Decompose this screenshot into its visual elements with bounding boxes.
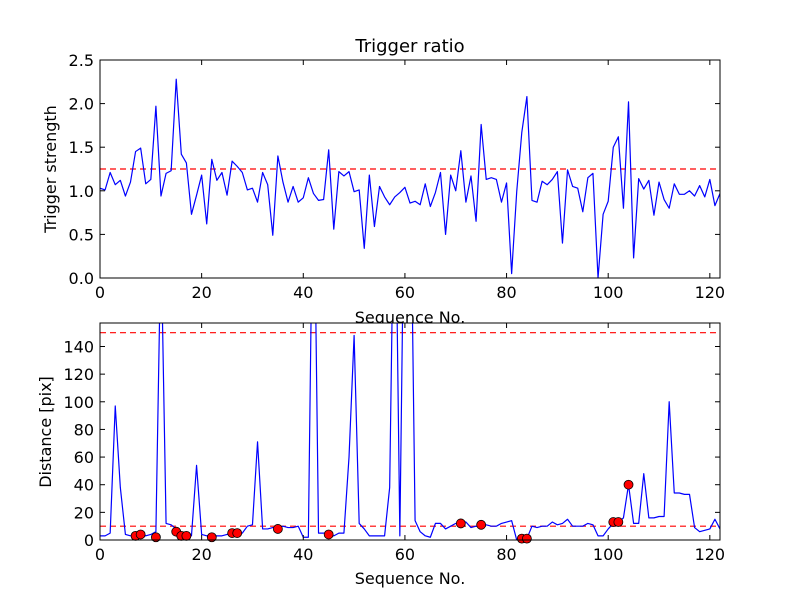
top-x-tick-label: 0 xyxy=(95,283,105,302)
bottom-x-ticks: 0 20 40 60 80 100 120 xyxy=(95,323,725,564)
top-y-tick-label: 0.0 xyxy=(69,269,94,288)
bottom-marker-point xyxy=(455,518,466,529)
bottom-y-tick-label: 0 xyxy=(84,531,94,550)
top-x-tick-label: 80 xyxy=(496,283,516,302)
bottom-plot-background xyxy=(100,323,720,540)
bottom-y-tick-label: 40 xyxy=(74,476,94,495)
bottom-marker-point xyxy=(521,533,532,544)
bottom-threshold-group xyxy=(100,332,720,527)
top-y-axis-label: Trigger strength xyxy=(41,105,60,234)
top-chart-title: Trigger ratio xyxy=(354,36,464,57)
bottom-marker-point xyxy=(613,517,624,527)
bottom-marker-point xyxy=(476,519,487,530)
top-x-tick-label: 60 xyxy=(395,283,415,302)
bottom-x-tick-label: 20 xyxy=(191,545,211,564)
bottom-x-axis-label: Sequence No. xyxy=(355,569,466,588)
top-y-tick-label: 1.5 xyxy=(69,138,94,157)
top-x-tick-label: 40 xyxy=(293,283,313,302)
bottom-y-ticks: 0 20 40 60 80 100 120 140 xyxy=(63,337,720,550)
trigger-ratio-chart: 0 20 40 60 80 100 120 0.0 0.5 1.0 1.5 2.0 2.5 Trigg… xyxy=(41,36,725,327)
top-series-group xyxy=(100,78,720,278)
top-x-tick-label: 120 xyxy=(695,283,726,302)
top-y-tick-label: 2.5 xyxy=(69,51,94,70)
bottom-plot-frame xyxy=(99,322,721,541)
bottom-marker-point xyxy=(232,528,243,538)
bottom-x-tick-label: 80 xyxy=(496,545,516,564)
top-x-tick-label: 20 xyxy=(191,283,211,302)
top-plot-frame xyxy=(99,59,721,279)
bottom-marker-point xyxy=(272,524,283,534)
top-y-tick-label: 1.0 xyxy=(69,182,94,201)
top-y-ticks: 0.0 0.5 1.0 1.5 2.0 2.5 xyxy=(69,51,720,288)
bottom-y-tick-label: 20 xyxy=(74,503,94,522)
bottom-y-tick-label: 80 xyxy=(74,420,94,439)
bottom-x-tick-label: 0 xyxy=(95,545,105,564)
bottom-x-tick-label: 120 xyxy=(695,545,726,564)
bottom-markers-group xyxy=(130,479,634,544)
distance-chart: 0 20 40 60 80 100 120 0 20 40 60 80 100 120 140 Seque… xyxy=(36,322,725,588)
bottom-marker-point xyxy=(151,532,161,543)
top-x-axis-label: Sequence No. xyxy=(355,308,466,327)
top-y-tick-label: 0.5 xyxy=(69,225,94,244)
top-series-line-0 xyxy=(100,78,720,278)
bottom-y-tick-label: 60 xyxy=(74,448,94,467)
top-y-tick-label: 2.0 xyxy=(69,95,94,114)
bottom-marker-point xyxy=(623,479,634,490)
bottom-x-tick-label: 100 xyxy=(593,545,624,564)
bottom-y-tick-label: 100 xyxy=(63,393,94,412)
bottom-y-tick-label: 120 xyxy=(63,365,94,384)
bottom-marker-point xyxy=(135,529,146,540)
bottom-marker-point xyxy=(181,530,192,541)
bottom-x-tick-label: 60 xyxy=(395,545,415,564)
bottom-y-tick-label: 140 xyxy=(63,337,94,356)
top-x-tick-label: 100 xyxy=(593,283,624,302)
bottom-marker-point xyxy=(323,529,334,540)
top-x-ticks: 0 20 40 60 80 100 120 xyxy=(95,60,725,302)
bottom-marker-point xyxy=(206,532,217,543)
bottom-x-tick-label: 40 xyxy=(293,545,313,564)
bottom-y-axis-label: Distance [pix] xyxy=(36,376,55,488)
